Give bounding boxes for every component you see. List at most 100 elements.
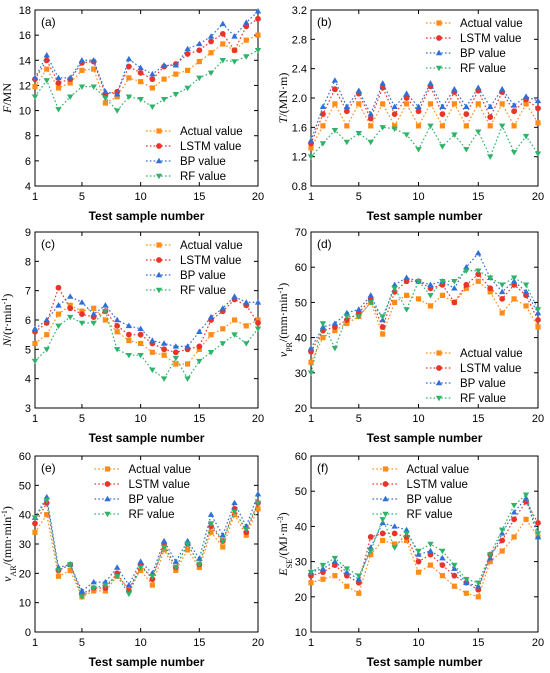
data-point	[487, 289, 493, 295]
data-point	[307, 370, 315, 376]
data-point	[498, 123, 506, 130]
data-point	[475, 101, 481, 107]
data-point	[355, 306, 362, 312]
data-point	[403, 292, 410, 298]
legend-marker	[156, 257, 162, 263]
data-point	[231, 509, 238, 515]
data-point	[308, 580, 314, 586]
x-tick-label: 15	[193, 191, 205, 203]
y-tick-label: 50	[295, 297, 307, 309]
data-point	[196, 47, 203, 54]
data-point	[125, 581, 133, 588]
data-point	[355, 130, 362, 137]
data-point	[392, 299, 398, 305]
data-point	[102, 582, 109, 589]
data-point	[463, 281, 470, 288]
data-point	[451, 101, 457, 107]
x-tick-label: 15	[193, 637, 205, 649]
series-line	[34, 498, 259, 598]
data-point	[231, 499, 238, 506]
data-point	[243, 54, 250, 60]
y-tick-label: 6	[25, 315, 31, 327]
x-tick-label: 10	[412, 191, 424, 203]
data-point	[535, 105, 541, 112]
data-point	[307, 569, 315, 576]
data-point	[487, 154, 494, 160]
data-point	[403, 307, 410, 313]
data-point	[439, 123, 446, 129]
data-point	[367, 292, 374, 298]
y-tick-label: 1.2	[292, 152, 307, 164]
data-point	[231, 332, 238, 338]
data-point	[44, 66, 50, 72]
y-axis-label: ESE/(MJ·m-3)	[276, 512, 294, 576]
legend-label: LSTM value	[460, 363, 521, 375]
series-line	[310, 493, 539, 584]
series-actual	[32, 302, 261, 367]
data-point	[499, 537, 506, 544]
data-point	[427, 541, 434, 548]
data-point	[463, 147, 470, 153]
y-axis-label-part: )	[0, 506, 14, 510]
y-tick-label: 4	[25, 181, 31, 193]
data-point	[172, 558, 180, 564]
data-point	[184, 85, 191, 92]
legend-label: BP value	[129, 494, 175, 506]
data-point	[102, 302, 109, 308]
data-point	[220, 326, 226, 332]
data-point	[184, 45, 191, 52]
data-point	[403, 531, 410, 537]
data-point	[67, 305, 74, 312]
data-point	[475, 580, 482, 586]
data-point	[149, 349, 155, 355]
y-tick-label: 18	[19, 5, 31, 17]
data-point	[219, 20, 226, 27]
data-point	[427, 281, 434, 288]
data-point	[331, 555, 339, 562]
series-rf	[307, 268, 542, 376]
data-point	[535, 120, 541, 126]
y-axis-label: N/(r·min-1)	[0, 294, 14, 348]
legend: Actual value LSTM value BP value RF value	[426, 348, 523, 405]
y-tick-label: 2.8	[292, 34, 307, 46]
data-point	[79, 67, 85, 73]
data-point	[114, 329, 120, 335]
data-point	[219, 30, 226, 37]
y-tick-label: 60	[295, 262, 307, 274]
series-rf	[307, 492, 542, 586]
data-point	[173, 71, 179, 77]
legend-marker	[155, 287, 163, 294]
data-point	[367, 548, 374, 555]
legend-marker	[104, 481, 111, 487]
data-point	[415, 296, 422, 302]
y-axis-label-part: /(MN·m)	[276, 73, 290, 117]
data-point	[367, 300, 374, 306]
y-axis-label-part: v	[276, 351, 290, 357]
legend-label: RF value	[460, 393, 506, 405]
data-point	[475, 249, 482, 256]
series-line	[34, 49, 259, 112]
data-point	[55, 573, 62, 579]
y-axis-label-part: -1	[0, 298, 9, 305]
legend-marker	[104, 511, 111, 518]
series-lstm	[308, 271, 541, 355]
legend-marker	[436, 20, 442, 26]
data-point	[332, 573, 338, 579]
legend-label: Actual value	[460, 18, 523, 30]
legend-label: LSTM value	[460, 33, 521, 45]
x-tick-label: 1	[308, 413, 314, 425]
panel-label: (f)	[317, 461, 328, 475]
data-point	[510, 102, 518, 108]
data-point	[219, 341, 226, 347]
data-point	[307, 154, 315, 160]
data-point	[55, 311, 62, 317]
legend: Actual value LSTM value BP value RF value	[94, 464, 191, 521]
data-point	[90, 320, 97, 327]
data-point	[535, 317, 541, 323]
data-point	[32, 529, 38, 535]
plot-frame	[310, 455, 539, 633]
data-point	[67, 314, 74, 321]
